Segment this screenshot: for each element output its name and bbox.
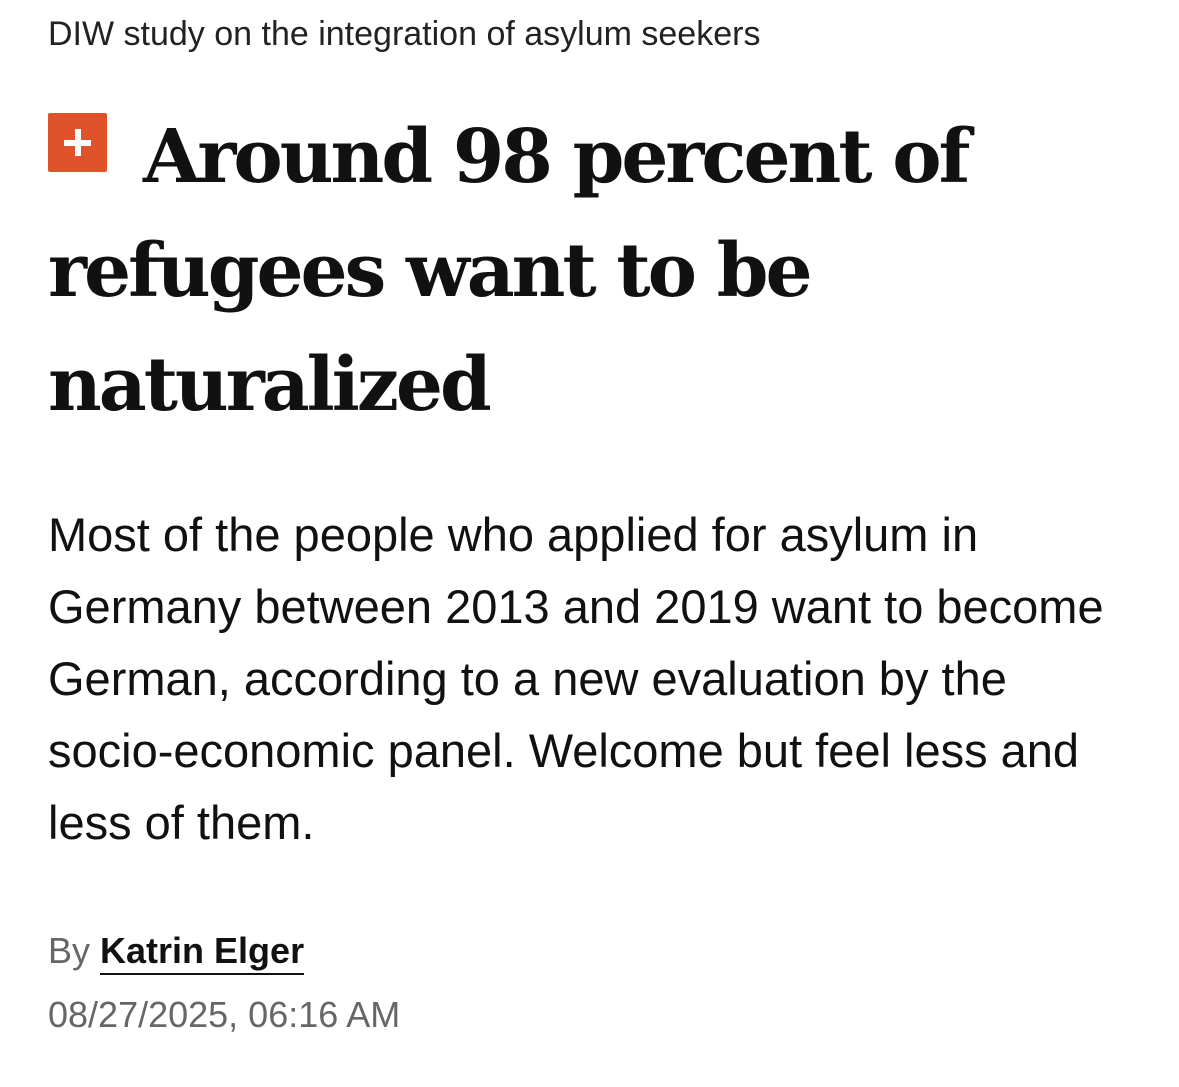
byline: By Katrin Elger — [48, 928, 305, 975]
article-teaser: Most of the people who applied for asylu… — [48, 508, 1104, 849]
byline-prefix: By — [48, 930, 91, 971]
article-kicker: DIW study on the integration of asylum s… — [48, 15, 761, 53]
author-link[interactable]: Katrin Elger — [100, 930, 305, 975]
publish-timestamp: 08/27/2025, 06:16 AM — [48, 994, 401, 1035]
plus-icon — [48, 113, 107, 172]
article-headline[interactable]: Around 98 percent of refugees want to be… — [48, 100, 1048, 442]
headline-text: Around 98 percent of refugees want to be… — [48, 114, 970, 428]
